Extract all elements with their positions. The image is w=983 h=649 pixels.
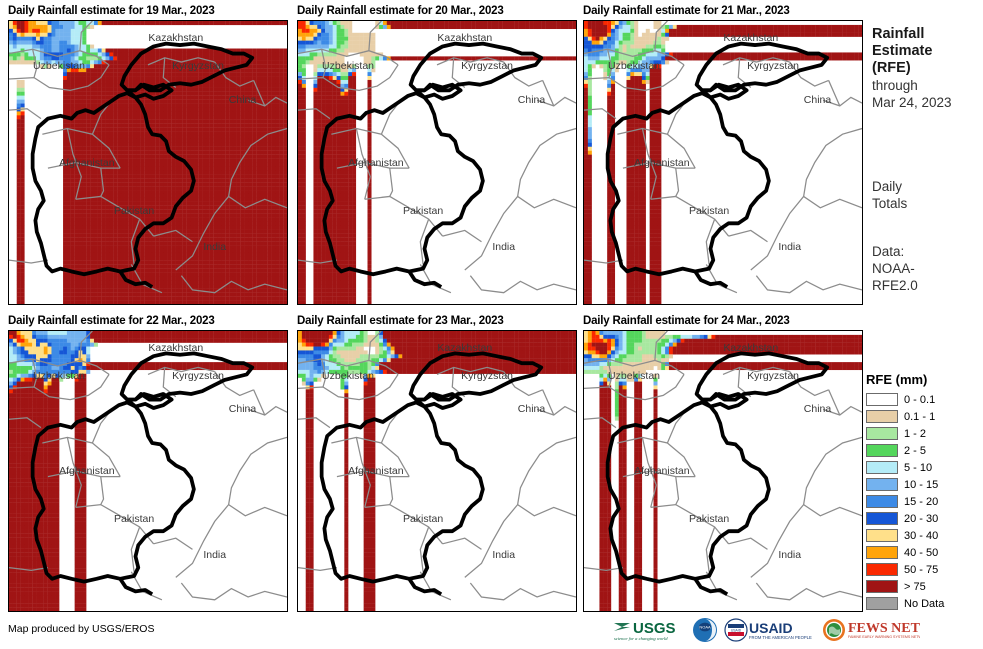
legend-label: 15 - 20 (904, 495, 939, 508)
legend-swatch (866, 478, 898, 491)
legend: RFE (mm) 0 - 0.1 0.1 - 1 1 - 2 2 - 5 5 - 10 1… (866, 372, 983, 612)
usgs-logo: USGS science for a changing world (612, 617, 686, 643)
map-canvas[interactable]: Uzbekistan Kazakhstan Kyrgyzstan China Afgha… (8, 20, 288, 305)
legend-swatch (866, 393, 898, 406)
legend-swatch (866, 546, 898, 559)
map-canvas[interactable]: Uzbekistan Kazakhstan Kyrgyzstan China Afgha… (583, 20, 863, 305)
panel-title: Daily Rainfall estimate for 23 Mar., 202… (297, 315, 504, 327)
legend-swatch (866, 529, 898, 542)
header-title-line2: Estimate (872, 43, 933, 59)
header-through-label: through (872, 78, 918, 93)
legend-label: > 75 (904, 580, 926, 593)
legend-swatch (866, 427, 898, 440)
data-source-line2: NOAA- (872, 261, 915, 276)
legend-title: RFE (mm) (866, 372, 928, 387)
totals-line1: Daily (872, 179, 903, 194)
legend-label: 40 - 50 (904, 546, 939, 559)
totals-line2: Totals (872, 196, 908, 211)
legend-row: 20 - 30 (866, 510, 983, 527)
noaa-logo: NOAA (692, 617, 718, 643)
legend-row: 2 - 5 (866, 442, 983, 459)
legend-swatch (866, 512, 898, 525)
legend-label: No Data (904, 597, 945, 610)
panel-title: Daily Rainfall estimate for 24 Mar., 202… (583, 315, 790, 327)
legend-swatch (866, 580, 898, 593)
legend-swatch (866, 444, 898, 457)
legend-label: 0.1 - 1 (904, 410, 936, 423)
legend-swatch (866, 461, 898, 474)
rainfall-raster (9, 331, 287, 611)
legend-label: 50 - 75 (904, 563, 939, 576)
info-sidebar: Rainfall Estimate (RFE) through Mar 24, … (866, 0, 983, 649)
legend-row: 5 - 10 (866, 459, 983, 476)
legend-row: 15 - 20 (866, 493, 983, 510)
legend-row: 0.1 - 1 (866, 408, 983, 425)
legend-label: 10 - 15 (904, 478, 939, 491)
legend-row: 10 - 15 (866, 476, 983, 493)
map-credit: Map produced by USGS/EROS (8, 623, 155, 635)
legend-row: 40 - 50 (866, 544, 983, 561)
legend-row: 0 - 0.1 (866, 391, 983, 408)
legend-row: 1 - 2 (866, 425, 983, 442)
legend-swatch (866, 410, 898, 423)
rainfall-raster (298, 21, 576, 304)
header-title-line1: Rainfall (872, 26, 925, 42)
data-source-label: Data: (872, 244, 905, 259)
legend-row: 30 - 40 (866, 527, 983, 544)
legend-swatch (866, 597, 898, 610)
legend-swatch (866, 495, 898, 508)
legend-row: > 75 (866, 578, 983, 595)
legend-label: 1 - 2 (904, 427, 927, 440)
legend-label: 20 - 30 (904, 512, 939, 525)
panel-title: Daily Rainfall estimate for 19 Mar., 202… (8, 5, 215, 17)
legend-row: No Data (866, 595, 983, 612)
panel-title: Daily Rainfall estimate for 21 Mar., 202… (583, 5, 790, 17)
rainfall-raster (584, 21, 862, 304)
map-canvas[interactable]: Uzbekistan Kazakhstan Kyrgyzstan China Afgha… (297, 330, 577, 612)
map-canvas[interactable]: Uzbekistan Kazakhstan Kyrgyzstan China Afgha… (583, 330, 863, 612)
agency-logos: USGS science for a changing world NOAA U… (612, 614, 920, 646)
data-source-line3: RFE2.0 (872, 278, 918, 293)
rainfall-raster (298, 331, 576, 611)
legend-label: 0 - 0.1 (904, 393, 936, 406)
rainfall-raster (9, 21, 287, 304)
legend-label: 5 - 10 (904, 461, 933, 474)
panel-title: Daily Rainfall estimate for 20 Mar., 202… (297, 5, 504, 17)
map-canvas[interactable]: Uzbekistan Kazakhstan Kyrgyzstan China Afgha… (8, 330, 288, 612)
panel-title: Daily Rainfall estimate for 22 Mar., 202… (8, 315, 215, 327)
legend-row: 50 - 75 (866, 561, 983, 578)
fews-net-logo: FEWS NET FAMINE EARLY WARNING SYSTEMS NE… (822, 617, 920, 643)
legend-label: 30 - 40 (904, 529, 939, 542)
header-through-date: Mar 24, 2023 (872, 95, 952, 110)
map-canvas[interactable]: Uzbekistan Kazakhstan Kyrgyzstan China Afgha… (297, 20, 577, 305)
legend-label: 2 - 5 (904, 444, 927, 457)
legend-swatch (866, 563, 898, 576)
rainfall-raster (584, 331, 862, 611)
usaid-logo: USAID USAID FROM THE AMERICAN PEOPLE (724, 617, 816, 643)
header-title-line3: (RFE) (872, 60, 911, 76)
